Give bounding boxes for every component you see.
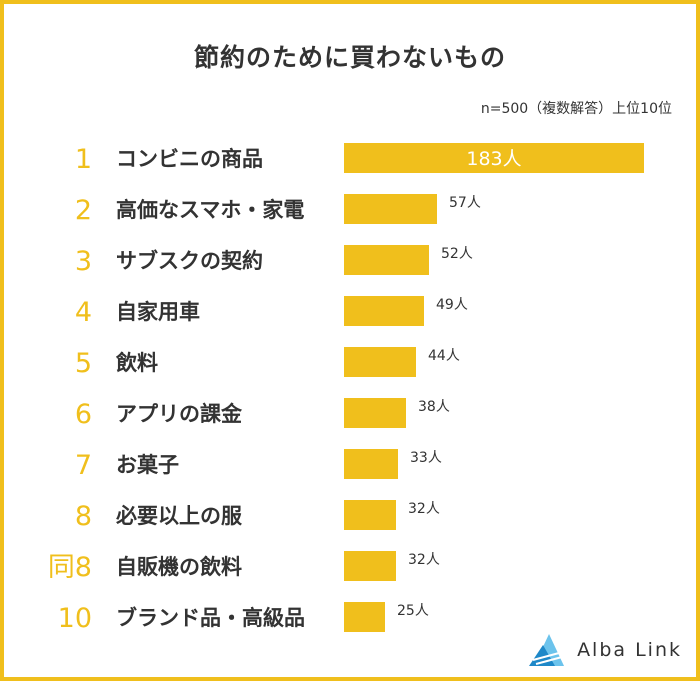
bar bbox=[344, 347, 416, 377]
bar bbox=[344, 194, 437, 224]
bar bbox=[344, 500, 396, 530]
category-label: コンビニの商品 bbox=[116, 147, 263, 171]
bar bbox=[344, 602, 385, 632]
value-label: 25人 bbox=[397, 603, 429, 619]
category-label: 高価なスマホ・家電 bbox=[116, 198, 304, 222]
category-label: 自販機の飲料 bbox=[116, 555, 242, 579]
value-label: 38人 bbox=[418, 399, 450, 415]
category-label: アプリの課金 bbox=[116, 402, 243, 426]
category-label: 飲料 bbox=[115, 351, 158, 375]
category-label: お菓子 bbox=[116, 453, 179, 477]
value-label: 57人 bbox=[449, 195, 481, 211]
value-label: 52人 bbox=[441, 246, 473, 262]
bar bbox=[344, 143, 644, 173]
chart-title: 節約のために買わないもの bbox=[193, 43, 506, 72]
bar bbox=[344, 245, 429, 275]
alba-link-triangle-icon bbox=[529, 634, 565, 666]
alba-link-logo: Alba Link bbox=[527, 632, 682, 668]
rank-label: 10 bbox=[58, 603, 92, 634]
bar bbox=[344, 296, 424, 326]
rank-label: 同8 bbox=[48, 552, 92, 583]
bar bbox=[344, 449, 398, 479]
logo-text: Alba Link bbox=[577, 639, 682, 661]
category-label: サブスクの契約 bbox=[116, 249, 263, 273]
rank-label: 8 bbox=[75, 501, 92, 532]
bar bbox=[344, 398, 406, 428]
value-label: 44人 bbox=[428, 348, 460, 364]
category-label: 自家用車 bbox=[116, 300, 200, 324]
value-label: 33人 bbox=[410, 450, 442, 466]
rank-label: 1 bbox=[75, 144, 92, 175]
value-label: 49人 bbox=[436, 297, 468, 313]
value-label: 32人 bbox=[408, 552, 440, 568]
category-label: ブランド品・高級品 bbox=[116, 606, 305, 630]
rank-label: 3 bbox=[75, 246, 92, 277]
rank-label: 2 bbox=[75, 195, 92, 226]
value-label: 183人 bbox=[466, 148, 521, 170]
rank-label: 6 bbox=[75, 399, 92, 430]
rank-label: 5 bbox=[75, 348, 92, 379]
category-label: 必要以上の服 bbox=[116, 504, 243, 528]
bar bbox=[344, 551, 396, 581]
rank-label: 7 bbox=[75, 450, 92, 481]
sample-note: n=500（複数解答）上位10位 bbox=[480, 101, 672, 117]
value-label: 32人 bbox=[408, 501, 440, 517]
rank-label: 4 bbox=[75, 297, 92, 328]
